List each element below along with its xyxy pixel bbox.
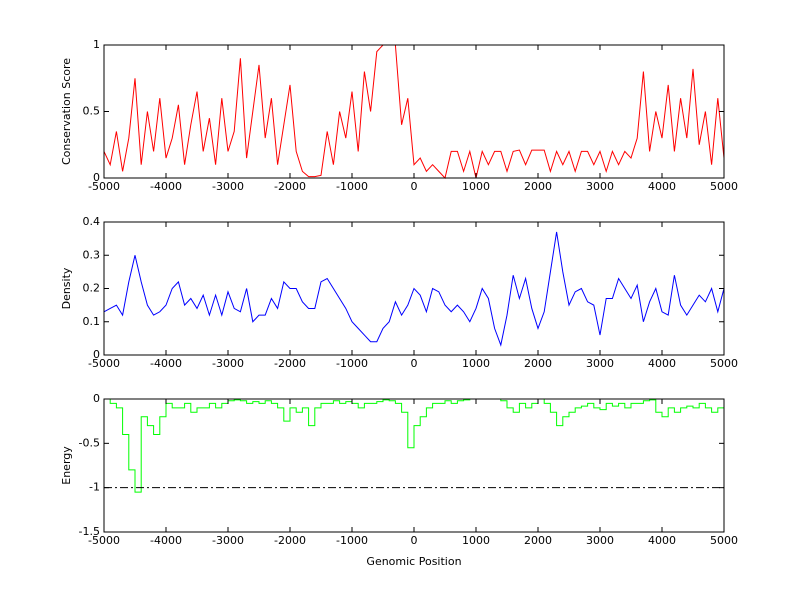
x-tick-label: -3000 bbox=[212, 534, 244, 547]
x-tick-label: 5000 bbox=[710, 180, 738, 193]
axes-background bbox=[104, 399, 724, 532]
x-tick-label: -1000 bbox=[336, 534, 368, 547]
data-line bbox=[103, 44, 725, 180]
x-tick-label: -2000 bbox=[274, 534, 306, 547]
x-tick-label: 4000 bbox=[648, 357, 676, 370]
x-tick-label: 2000 bbox=[524, 534, 552, 547]
y-tick-label: 0.1 bbox=[83, 315, 101, 328]
y-tick-label: 0 bbox=[93, 392, 100, 405]
x-tick-label: 3000 bbox=[586, 357, 614, 370]
x-tick-label: 2000 bbox=[524, 180, 552, 193]
x-tick-label: -5000 bbox=[88, 357, 120, 370]
y-tick-label: 0.3 bbox=[83, 248, 101, 261]
x-tick-label: -4000 bbox=[150, 534, 182, 547]
x-axis-label: Genomic Position bbox=[366, 555, 461, 568]
x-tick-label: -4000 bbox=[150, 357, 182, 370]
data-line bbox=[103, 231, 725, 347]
y-tick-label: 1 bbox=[93, 38, 100, 51]
x-tick-label: 1000 bbox=[462, 180, 490, 193]
x-tick-label: 0 bbox=[411, 534, 418, 547]
x-tick-label: 0 bbox=[411, 180, 418, 193]
y-tick-label: 0.2 bbox=[83, 282, 101, 295]
axes-background bbox=[104, 45, 724, 178]
y-tick-label: -1.5 bbox=[79, 525, 100, 538]
x-tick-label: -5000 bbox=[88, 180, 120, 193]
x-tick-label: 1000 bbox=[462, 357, 490, 370]
x-tick-label: -1000 bbox=[336, 357, 368, 370]
x-tick-label: 5000 bbox=[710, 357, 738, 370]
y-tick-label: 0 bbox=[93, 348, 100, 361]
x-tick-label: -4000 bbox=[150, 180, 182, 193]
x-tick-label: 5000 bbox=[710, 534, 738, 547]
y-tick-label: 0.4 bbox=[83, 215, 101, 228]
x-tick-label: 2000 bbox=[524, 357, 552, 370]
y-axis-label: Density bbox=[60, 267, 73, 309]
x-tick-label: 1000 bbox=[462, 534, 490, 547]
x-tick-label: -1000 bbox=[336, 180, 368, 193]
y-tick-label: -1 bbox=[89, 481, 100, 494]
x-tick-label: -2000 bbox=[274, 357, 306, 370]
x-tick-label: -2000 bbox=[274, 180, 306, 193]
y-tick-label: 0.5 bbox=[83, 105, 101, 118]
y-tick-label: 0 bbox=[93, 171, 100, 184]
y-axis-label: Energy bbox=[60, 446, 73, 485]
x-tick-label: -3000 bbox=[212, 180, 244, 193]
x-tick-label: 4000 bbox=[648, 534, 676, 547]
x-tick-label: 3000 bbox=[586, 534, 614, 547]
data-line bbox=[104, 398, 725, 493]
x-tick-label: 0 bbox=[411, 357, 418, 370]
x-tick-label: 4000 bbox=[648, 180, 676, 193]
x-tick-label: -3000 bbox=[212, 357, 244, 370]
x-tick-label: -5000 bbox=[88, 534, 120, 547]
y-tick-label: -0.5 bbox=[79, 436, 100, 449]
y-axis-label: Conservation Score bbox=[60, 58, 73, 165]
x-tick-label: 3000 bbox=[586, 180, 614, 193]
